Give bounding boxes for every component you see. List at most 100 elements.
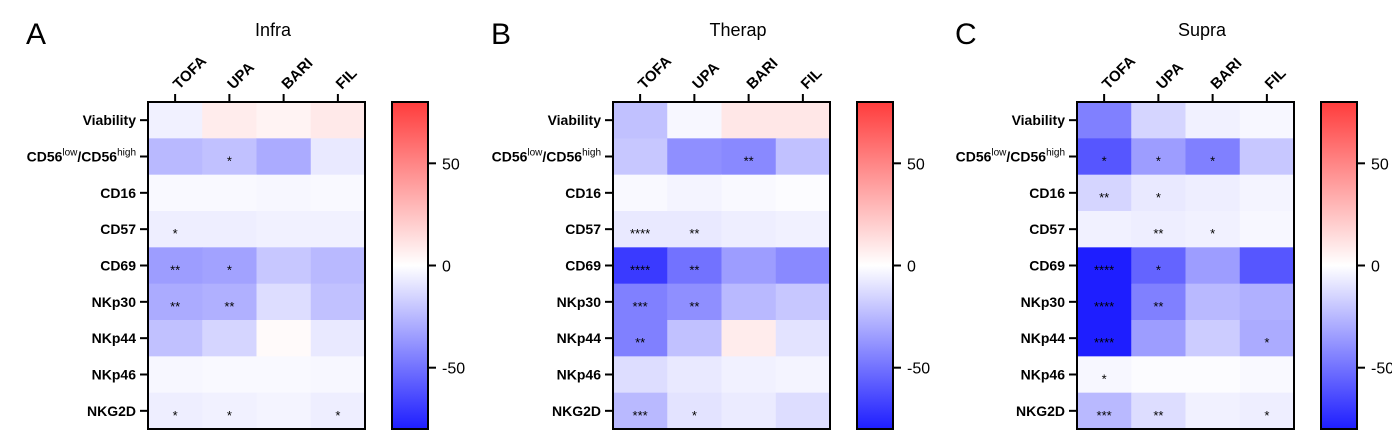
significance-label: * (335, 408, 340, 423)
significance-label: * (227, 263, 232, 278)
heatmap-cell (256, 356, 312, 394)
colorbar-tick-label: -50 (442, 361, 465, 378)
heatmap-cell (613, 356, 668, 394)
significance-label: * (1102, 372, 1107, 387)
column-label: FIL (798, 65, 826, 93)
heatmap-cell (667, 320, 722, 357)
colorbar-tick-label: 0 (1371, 259, 1380, 276)
heatmap-cell (310, 174, 366, 212)
significance-label: **** (1094, 299, 1114, 314)
heatmap-cell (310, 283, 366, 321)
heatmap-cell (1185, 283, 1241, 321)
heatmap-cell (256, 211, 312, 248)
row-label: CD56low/CD56high (956, 148, 1065, 165)
significance-label: *** (633, 408, 648, 423)
significance-label: ** (689, 299, 699, 314)
heatmap-cell (1131, 320, 1186, 357)
heatmap-cell (1239, 247, 1295, 285)
significance-label: ** (170, 299, 180, 314)
panel-title: Supra (1178, 20, 1227, 40)
column-label: BARI (743, 55, 781, 93)
panel-letter: A (26, 18, 46, 51)
significance-label: * (1156, 190, 1161, 205)
heatmap-cell (202, 283, 257, 321)
row-label: CD57 (1029, 221, 1065, 237)
row-label: NKG2D (1016, 403, 1065, 419)
heatmap-cell (667, 138, 722, 176)
heatmap-cell (1185, 211, 1241, 248)
row-label: NKp30 (92, 294, 137, 310)
row-label: CD56low/CD56high (27, 148, 136, 165)
significance-label: **** (1094, 335, 1114, 350)
row-label: NKp30 (1021, 294, 1066, 310)
row-label: NKp46 (1021, 367, 1066, 383)
heatmap-cell (721, 320, 777, 357)
row-label: CD57 (565, 221, 601, 237)
heatmap-cell (775, 102, 831, 139)
row-label: CD16 (1029, 185, 1065, 201)
heatmap-cell (148, 392, 203, 430)
heatmap-cell (1131, 211, 1186, 248)
row-label: CD69 (100, 258, 136, 274)
heatmap-cell (775, 211, 831, 248)
row-label: NKG2D (552, 403, 601, 419)
heatmap-cell (1077, 247, 1132, 285)
significance-label: ** (744, 154, 754, 169)
heatmap-cell (1239, 138, 1295, 176)
heatmap-cell (667, 211, 722, 248)
column-label: FIL (333, 65, 361, 93)
heatmap-cell (1185, 102, 1241, 139)
colorbar-tick-label: 0 (907, 259, 916, 276)
column-label: UPA (689, 59, 723, 93)
significance-label: * (1264, 335, 1269, 350)
row-label: CD56low/CD56high (492, 148, 601, 165)
heatmap-cell (148, 102, 203, 139)
heatmap-cell (202, 356, 257, 394)
column-label: FIL (1262, 65, 1290, 93)
significance-label: ** (1153, 226, 1163, 241)
heatmap-cell (1131, 138, 1186, 176)
column-label: UPA (224, 59, 258, 93)
significance-label: * (1264, 408, 1269, 423)
significance-label: ** (1099, 190, 1109, 205)
significance-label: * (1156, 154, 1161, 169)
heatmap-cell (775, 138, 831, 176)
heatmap-cell (667, 392, 722, 430)
heatmap-cell (667, 356, 722, 394)
heatmap-cell (310, 211, 366, 248)
heatmap-cell (310, 247, 366, 285)
heatmap-cell (202, 138, 257, 176)
row-label: Viability (83, 112, 137, 128)
heatmap-cell (1239, 211, 1295, 248)
significance-label: * (227, 154, 232, 169)
heatmap-cell (202, 320, 257, 357)
colorbar-tick-label: 50 (442, 156, 460, 173)
significance-label: ** (224, 299, 234, 314)
heatmap-cell (202, 392, 257, 430)
heatmap-cell (1131, 247, 1186, 285)
significance-label: ** (635, 335, 645, 350)
row-label: NKG2D (87, 403, 136, 419)
heatmap-panel-c: C Supra* * *** *** ***** ***** ****** ***** ** *TO… (955, 18, 1392, 430)
row-label: NKp44 (557, 330, 602, 346)
heatmap-cell (721, 392, 777, 430)
column-label: TOFA (170, 53, 210, 93)
significance-label: *** (1097, 408, 1112, 423)
heatmap-cell (1077, 283, 1132, 321)
heatmap-cell (667, 174, 722, 212)
heatmap-cell (1131, 283, 1186, 321)
row-label: NKp44 (1021, 330, 1066, 346)
colorbar-tick-label: 50 (907, 156, 925, 173)
heatmap-cell (1185, 138, 1241, 176)
panel-letter: B (491, 18, 511, 51)
heatmap-cell (1185, 320, 1241, 357)
heatmap-cell (1239, 392, 1295, 430)
heatmap-cell (1185, 392, 1241, 430)
column-label: BARI (278, 55, 316, 93)
heatmap-panel-a: A Infra**** *** *** * *TOFA UPA BARI FILViabilit… (26, 18, 465, 430)
heatmap-cell (1239, 102, 1295, 139)
colorbar (856, 101, 894, 430)
heatmap-cell (775, 283, 831, 321)
heatmap-cell (202, 247, 257, 285)
heatmap-cell (310, 320, 366, 357)
